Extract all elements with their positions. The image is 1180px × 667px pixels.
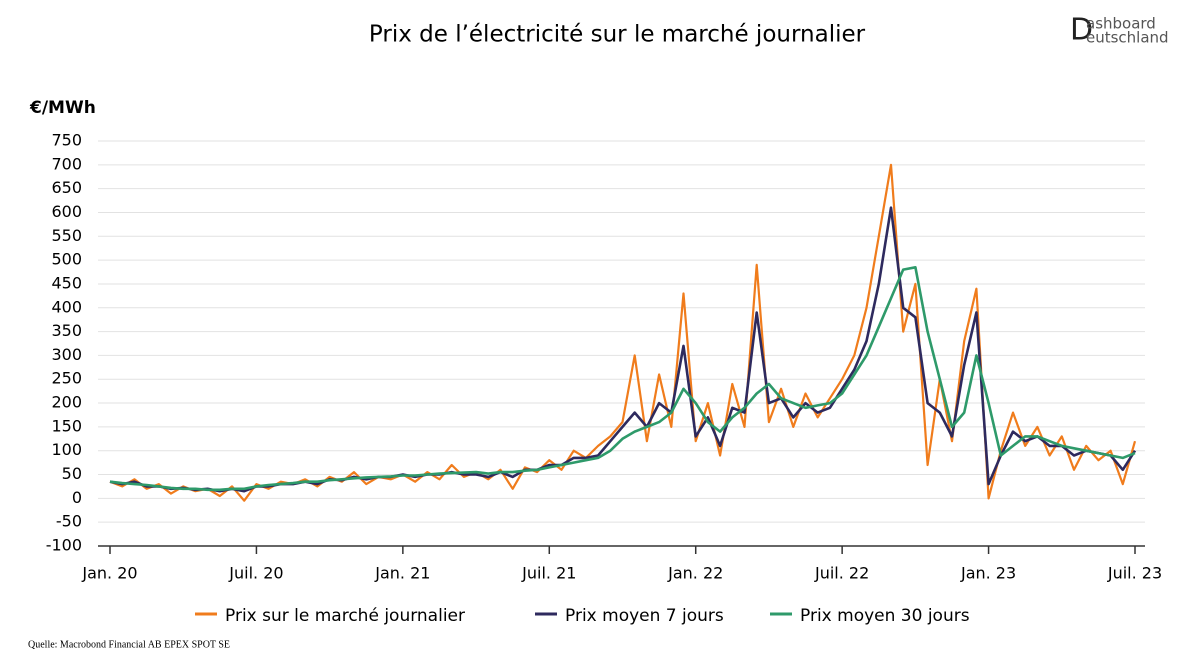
y-tick-label: 200 bbox=[51, 393, 82, 412]
legend-label: Prix moyen 7 jours bbox=[565, 606, 724, 626]
x-tick-label: Jan. 22 bbox=[667, 564, 723, 583]
logo-initial: D bbox=[1070, 13, 1093, 48]
y-tick-label: 350 bbox=[51, 321, 82, 340]
y-tick-label: 400 bbox=[51, 297, 82, 316]
x-tick-label: Jan. 21 bbox=[374, 564, 430, 583]
x-tick-label: Jan. 23 bbox=[960, 564, 1016, 583]
y-tick-label: 750 bbox=[51, 131, 82, 150]
y-tick-label: 50 bbox=[62, 464, 82, 483]
y-tick-label: 650 bbox=[51, 178, 82, 197]
y-tick-label: -100 bbox=[46, 536, 82, 555]
x-tick-label: Juil. 23 bbox=[1107, 564, 1162, 583]
y-tick-label: 250 bbox=[51, 369, 82, 388]
y-tick-label: 600 bbox=[51, 202, 82, 221]
y-tick-label: 0 bbox=[72, 488, 82, 507]
y-tick-label: 100 bbox=[51, 440, 82, 459]
x-tick-label: Jan. 20 bbox=[81, 564, 137, 583]
x-tick-label: Juil. 22 bbox=[814, 564, 869, 583]
series-line bbox=[109, 163, 1137, 502]
y-tick-label: 300 bbox=[51, 345, 82, 364]
y-tick-label: 450 bbox=[51, 273, 82, 292]
series-line bbox=[109, 206, 1137, 493]
logo-text: ashboard bbox=[1086, 15, 1156, 33]
y-tick-label: 700 bbox=[51, 154, 82, 173]
series-line bbox=[109, 266, 1136, 492]
chart-title: Prix de l’électricité sur le marché jour… bbox=[369, 22, 866, 48]
x-tick-label: Juil. 20 bbox=[228, 564, 283, 583]
x-tick-label: Juil. 21 bbox=[521, 564, 576, 583]
legend-label: Prix sur le marché journalier bbox=[225, 606, 465, 626]
source-note: Quelle: Macrobond Financial AB EPEX SPOT… bbox=[28, 639, 230, 650]
y-tick-label: 500 bbox=[51, 250, 82, 269]
y-tick-label: 550 bbox=[51, 226, 82, 245]
y-tick-label: -50 bbox=[56, 512, 82, 531]
legend-label: Prix moyen 30 jours bbox=[800, 606, 970, 626]
logo-text: eutschland bbox=[1086, 29, 1169, 47]
y-tick-label: 150 bbox=[51, 416, 82, 435]
y-axis-label: €/MWh bbox=[29, 98, 96, 118]
